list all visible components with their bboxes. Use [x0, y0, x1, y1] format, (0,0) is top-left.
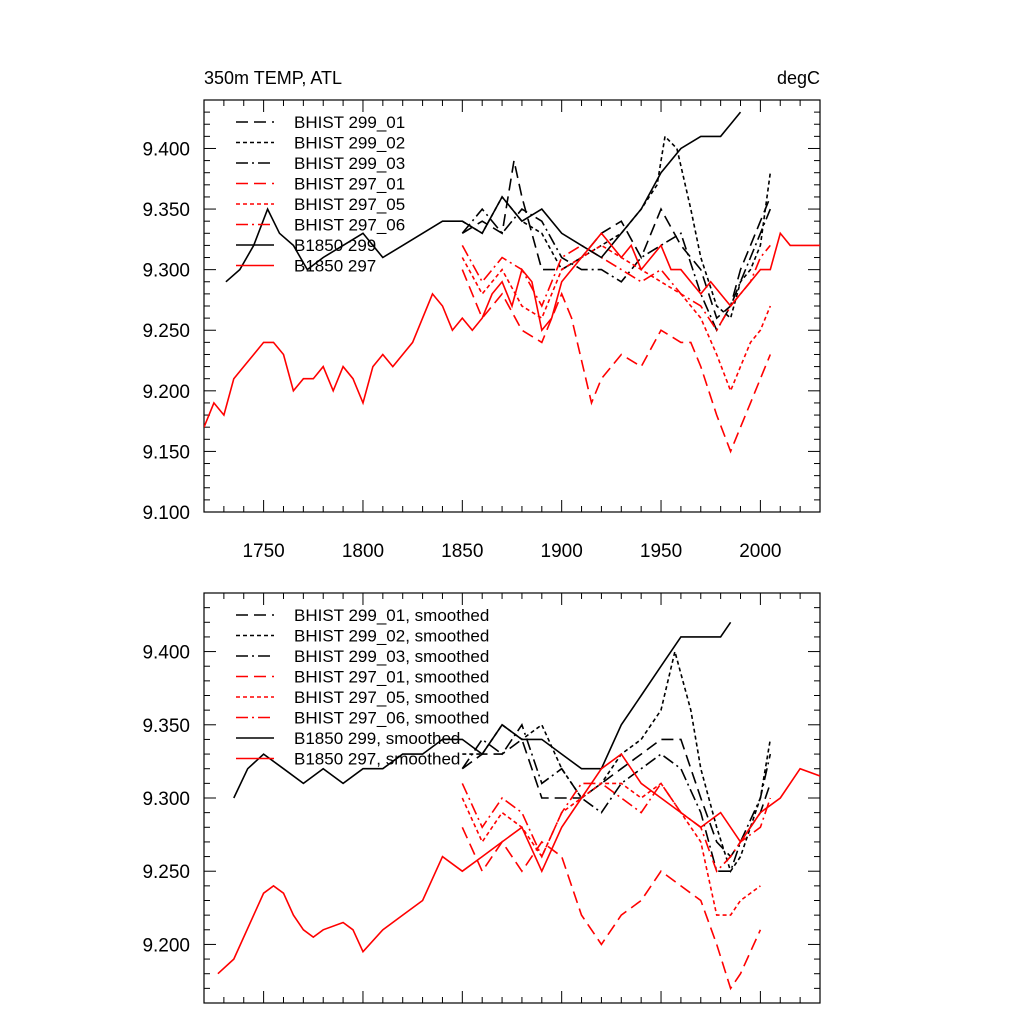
- series-line: [217, 752, 820, 975]
- legend-label: BHIST 297_06, smoothed: [294, 709, 489, 728]
- y-tick-label: 9.200: [142, 935, 190, 956]
- series-line: [204, 231, 820, 428]
- series-group: [217, 621, 820, 991]
- series-line: [461, 269, 772, 454]
- series-group: [204, 111, 820, 454]
- legend-label: BHIST 297_01: [294, 175, 405, 194]
- units-label: degC: [777, 68, 820, 88]
- legend-label: BHIST 299_01, smoothed: [294, 606, 489, 625]
- legend-label: BHIST 297_05, smoothed: [294, 688, 489, 707]
- bottom-panel: 9.200 9.250 9.300 9.350 9.400 BHIST 299_01, s…: [142, 592, 821, 1004]
- x-tick-label: 2000: [739, 541, 781, 562]
- figure-title: 350m TEMP, ATL: [204, 68, 342, 88]
- series-line: [462, 651, 772, 874]
- legend-label: B1850 297: [294, 257, 376, 276]
- y-tick-label: 9.300: [142, 789, 190, 810]
- series-line: [461, 826, 762, 991]
- series-line: [461, 134, 772, 320]
- legend-label: B1850 297, smoothed: [294, 750, 460, 769]
- legend-label: B1850 299: [294, 236, 376, 255]
- legend-label: BHIST 299_02: [294, 134, 405, 153]
- y-tick-label: 9.150: [142, 442, 190, 463]
- series-line: [461, 244, 771, 332]
- y-tick-label: 9.200: [142, 382, 190, 403]
- series-line: [461, 160, 772, 320]
- top-panel: 9.100 9.150 9.200 9.250 9.300 9.350 9.400 1750 1…: [142, 99, 821, 562]
- y-tick-label: 9.400: [142, 139, 190, 160]
- legend-label: BHIST 297_05: [294, 195, 405, 214]
- series-line: [461, 781, 772, 873]
- x-tick-label: 1900: [541, 541, 583, 562]
- legend-label: BHIST 297_06: [294, 216, 405, 235]
- y-tick-label: 9.350: [142, 200, 190, 221]
- legend-label: BHIST 299_03, smoothed: [294, 647, 489, 666]
- series-line: [225, 111, 742, 283]
- legend-label: BHIST 299_01: [294, 113, 405, 132]
- x-tick-label: 1800: [342, 541, 384, 562]
- x-tick-label: 1950: [640, 541, 682, 562]
- legend-label: BHIST 299_03: [294, 154, 405, 173]
- legend-label: BHIST 297_01, smoothed: [294, 668, 489, 687]
- y-tick-label: 9.100: [142, 503, 190, 524]
- y-tick-label: 9.400: [142, 643, 190, 664]
- series-line: [461, 782, 761, 916]
- legend-label: B1850 299, smoothed: [294, 729, 460, 748]
- legend-label: BHIST 299_02, smoothed: [294, 627, 489, 646]
- series-line: [461, 723, 772, 873]
- y-tick-label: 9.250: [142, 862, 190, 883]
- series-line: [461, 207, 772, 332]
- y-tick-label: 9.250: [142, 321, 190, 342]
- y-tick-label: 9.350: [142, 716, 190, 737]
- x-tick-label: 1750: [242, 541, 284, 562]
- series-line: [233, 621, 732, 799]
- y-tick-label: 9.300: [142, 261, 190, 282]
- series-line: [461, 738, 772, 858]
- x-tick-label: 1850: [441, 541, 483, 562]
